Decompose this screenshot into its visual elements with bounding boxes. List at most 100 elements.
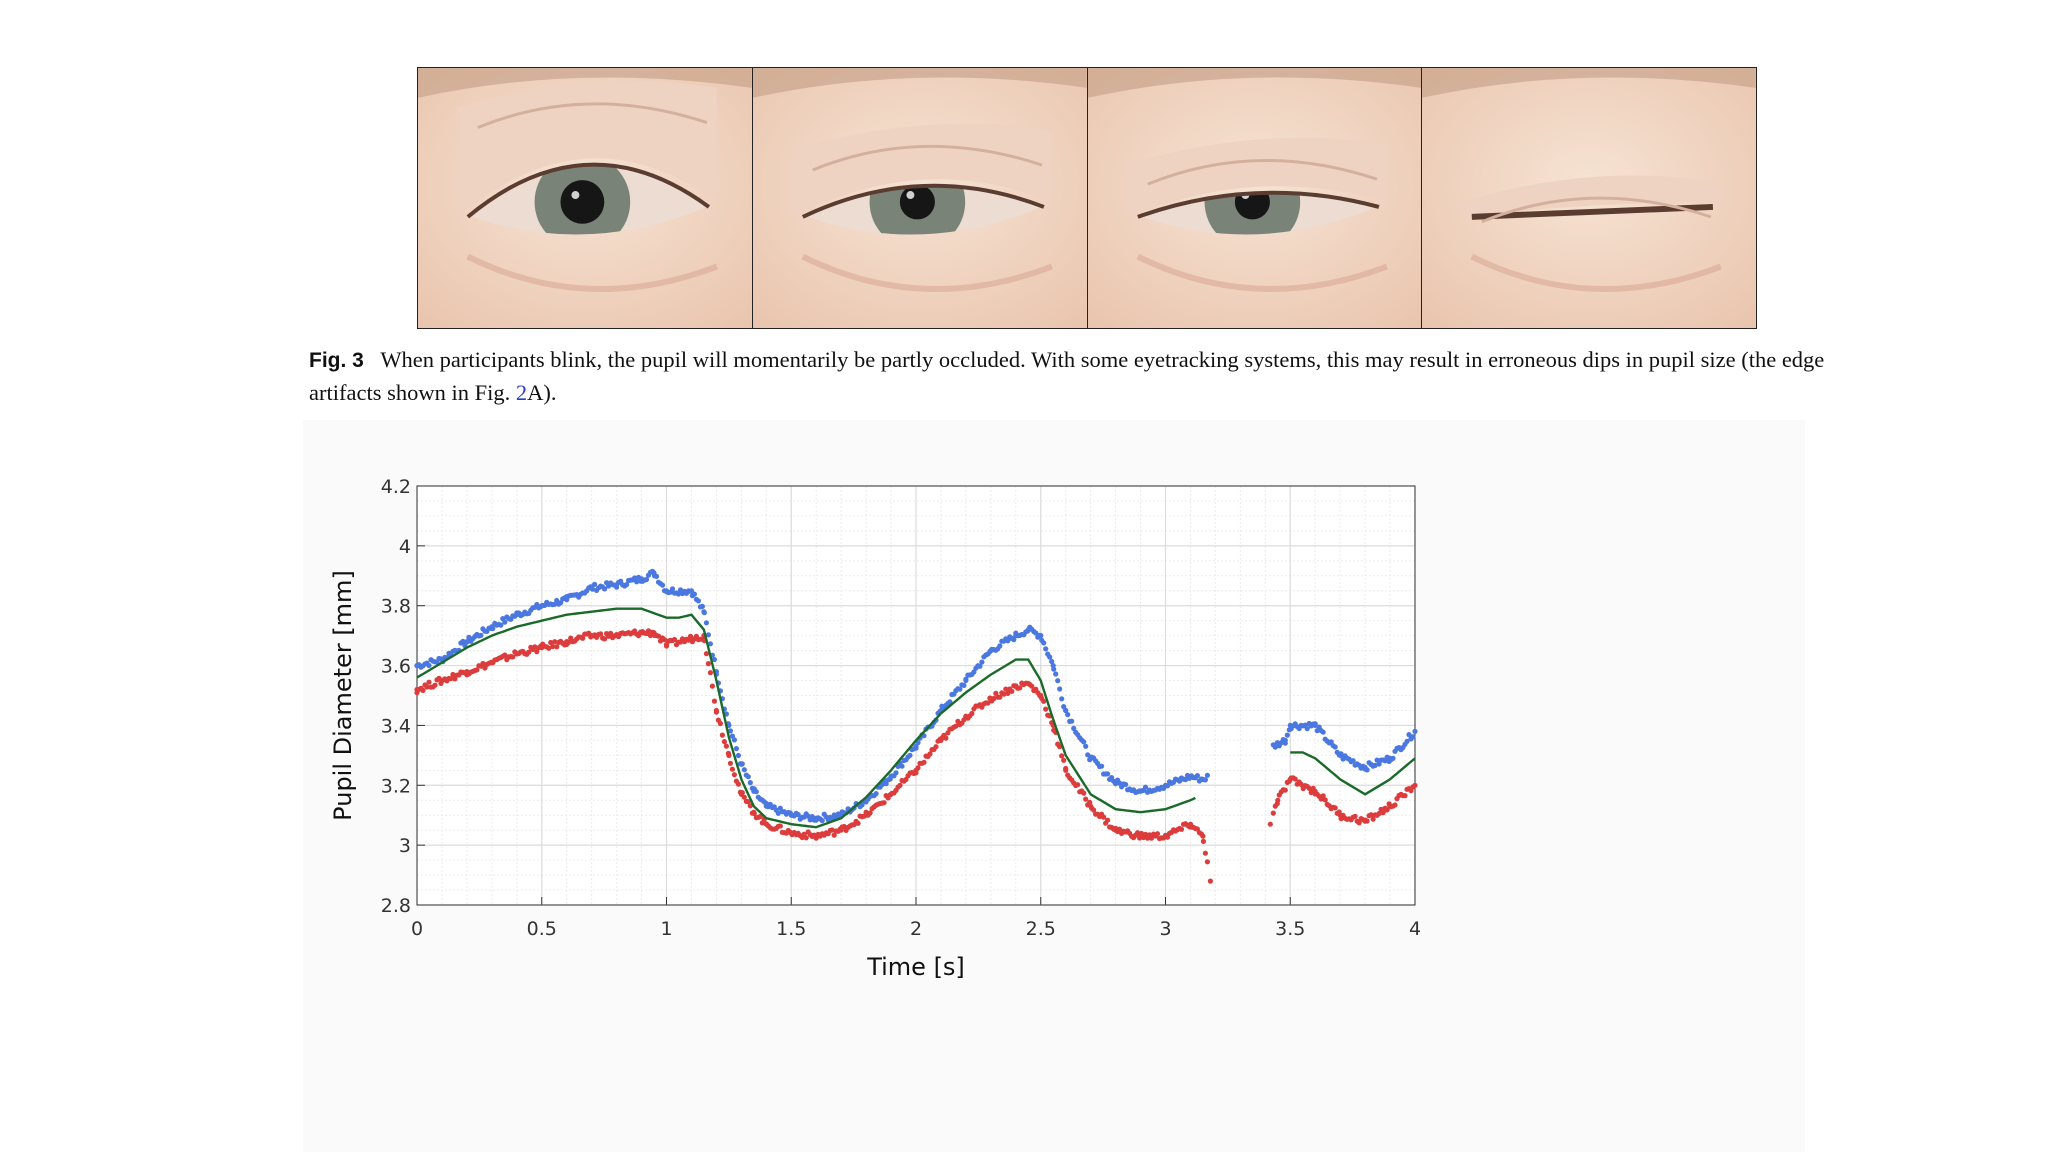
data-point — [1267, 821, 1273, 827]
data-point — [1005, 690, 1011, 696]
data-point — [727, 760, 733, 766]
data-point — [723, 743, 729, 749]
data-point — [1372, 762, 1378, 768]
data-point — [1387, 803, 1393, 809]
data-point — [1057, 686, 1063, 692]
data-point — [969, 710, 975, 717]
data-point — [1123, 781, 1129, 788]
data-point — [1011, 637, 1017, 643]
data-point — [888, 791, 894, 797]
data-point — [1117, 826, 1123, 832]
data-point — [1061, 704, 1067, 710]
data-point — [480, 660, 486, 667]
data-point — [1320, 729, 1326, 735]
eyebrow — [1422, 68, 1756, 98]
data-point — [888, 773, 894, 779]
data-point — [961, 682, 967, 688]
data-point — [873, 791, 879, 797]
data-point — [464, 669, 470, 675]
lid-crease — [1146, 159, 1377, 186]
data-point — [1017, 685, 1023, 691]
data-point — [1005, 638, 1011, 644]
eye-photo-closing-2 — [1087, 68, 1423, 328]
data-point — [927, 751, 933, 757]
data-point — [1043, 706, 1049, 712]
data-point — [564, 639, 570, 645]
data-point — [1194, 773, 1200, 779]
data-point — [502, 652, 508, 658]
data-point — [703, 620, 709, 626]
data-point — [1362, 764, 1368, 770]
data-point — [1384, 807, 1390, 813]
data-point — [539, 645, 545, 651]
data-point — [539, 603, 545, 609]
data-point — [1050, 663, 1056, 669]
data-point — [1059, 696, 1065, 702]
data-point — [1187, 773, 1194, 779]
figure-reference-link[interactable]: 2 — [515, 380, 528, 405]
data-point — [1038, 692, 1044, 699]
data-point — [881, 800, 887, 806]
data-point — [546, 645, 552, 651]
data-point — [502, 619, 508, 625]
data-point — [526, 649, 532, 655]
data-point — [1332, 805, 1338, 811]
data-point — [1270, 810, 1276, 816]
data-point — [1200, 838, 1206, 844]
data-point — [699, 603, 705, 609]
data-point — [1055, 678, 1061, 684]
data-point — [589, 633, 595, 639]
data-point — [464, 639, 470, 645]
y-tick-label: 4.2 — [381, 476, 411, 498]
data-point — [510, 654, 516, 660]
data-point — [953, 723, 959, 729]
data-point — [705, 661, 711, 667]
data-point — [1091, 807, 1097, 813]
data-point — [1380, 810, 1386, 816]
data-point — [643, 576, 650, 583]
data-point — [460, 638, 466, 644]
data-point — [552, 639, 558, 645]
data-point — [1374, 757, 1380, 763]
data-point — [879, 782, 885, 788]
data-point — [663, 642, 670, 648]
data-point — [608, 630, 614, 636]
y-tick-label: 2.8 — [381, 895, 411, 917]
data-point — [1154, 831, 1161, 837]
x-axis-title: Time [s] — [866, 953, 965, 981]
data-point — [1063, 767, 1069, 773]
data-point — [735, 752, 741, 759]
caption-text-end: A). — [527, 380, 557, 405]
data-point — [651, 630, 657, 636]
data-point — [1287, 722, 1293, 728]
x-tick-label: 2.5 — [1026, 918, 1056, 940]
data-point — [1047, 654, 1053, 660]
x-tick-label: 1.5 — [776, 918, 806, 940]
data-point — [424, 684, 430, 690]
data-point — [957, 686, 963, 692]
y-tick-label: 3 — [399, 835, 411, 857]
data-point — [1142, 784, 1149, 790]
data-point — [564, 597, 570, 603]
data-point — [1003, 686, 1009, 692]
caption-text: When participants blink, the pupil will … — [309, 347, 1825, 405]
data-point — [1137, 833, 1144, 839]
data-point — [661, 637, 668, 643]
data-point — [1387, 755, 1393, 761]
data-point — [727, 728, 733, 734]
data-point — [751, 809, 757, 815]
data-point — [841, 823, 847, 830]
data-point — [1088, 755, 1094, 761]
data-point — [1292, 776, 1298, 782]
data-point — [1113, 827, 1119, 833]
data-point — [1041, 640, 1047, 646]
data-point — [1187, 821, 1194, 827]
data-point — [1043, 646, 1049, 652]
data-point — [938, 737, 944, 743]
data-point — [707, 670, 713, 676]
data-point — [1202, 850, 1208, 856]
data-point — [639, 630, 645, 636]
data-point — [1113, 779, 1119, 785]
x-tick-label: 3.5 — [1275, 918, 1305, 940]
data-point — [738, 791, 744, 797]
